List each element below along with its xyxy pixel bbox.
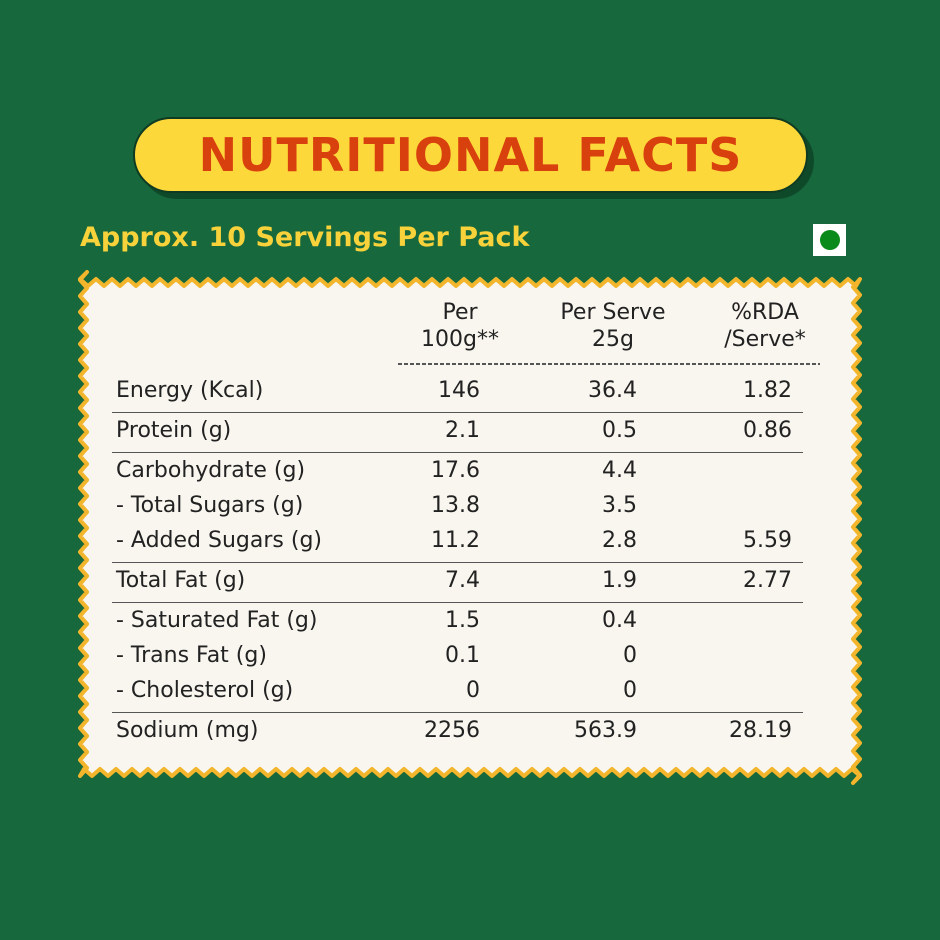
- cell: 0.86: [743, 418, 792, 443]
- row-label: - Cholesterol (g): [116, 678, 294, 703]
- cell: 1.9: [602, 568, 637, 593]
- cell: 17.6: [431, 458, 480, 483]
- row-label: - Added Sugars (g): [116, 528, 323, 553]
- subtitle: Approx. 10 Servings Per Pack: [80, 222, 530, 253]
- cell: 13.8: [431, 493, 480, 518]
- cell: 2256: [424, 718, 480, 743]
- cell: 36.4: [588, 378, 637, 403]
- veg-icon: [813, 224, 846, 256]
- cell: 11.2: [431, 528, 480, 553]
- row-separator: [112, 412, 803, 413]
- row-label: Total Fat (g): [116, 568, 246, 593]
- cell: 563.9: [574, 718, 637, 743]
- cell: 0.1: [445, 643, 480, 668]
- cell: 2.8: [602, 528, 637, 553]
- cell: 0.5: [602, 418, 637, 443]
- row-label: - Saturated Fat (g): [116, 608, 318, 633]
- column-header: 25g: [592, 327, 634, 352]
- column-header: Per: [442, 300, 478, 325]
- row-label: Carbohydrate (g): [116, 458, 306, 483]
- row-label: Energy (Kcal): [116, 378, 264, 403]
- row-label: - Trans Fat (g): [116, 643, 267, 668]
- card: [78, 270, 862, 785]
- column-header: %RDA: [731, 300, 799, 325]
- title: NUTRITIONAL FACTS: [198, 128, 743, 182]
- cell: 3.5: [602, 493, 637, 518]
- row-label: Protein (g): [116, 418, 232, 443]
- column-header: Per Serve: [560, 300, 666, 325]
- cell: 0.4: [602, 608, 637, 633]
- cell: 1.5: [445, 608, 480, 633]
- row-separator: [112, 712, 803, 713]
- cell: 2.77: [743, 568, 792, 593]
- veg-dot: [820, 230, 840, 250]
- cell: 2.1: [445, 418, 480, 443]
- cell: 0: [623, 643, 637, 668]
- title-pill: [133, 117, 808, 193]
- row-label: Sodium (mg): [116, 718, 259, 743]
- cell: 1.82: [743, 378, 792, 403]
- row-separator: [112, 602, 803, 603]
- column-header: 100g**: [421, 327, 499, 352]
- cell: 5.59: [743, 528, 792, 553]
- cell: 0: [466, 678, 480, 703]
- cell: 0: [623, 678, 637, 703]
- row-separator: [112, 562, 803, 563]
- column-header: /Serve*: [724, 327, 806, 352]
- cell: 28.19: [729, 718, 792, 743]
- row-separator: [112, 452, 803, 453]
- cell: 4.4: [602, 458, 637, 483]
- cell: 7.4: [445, 568, 480, 593]
- row-label: - Total Sugars (g): [116, 493, 304, 518]
- cell: 146: [438, 378, 480, 403]
